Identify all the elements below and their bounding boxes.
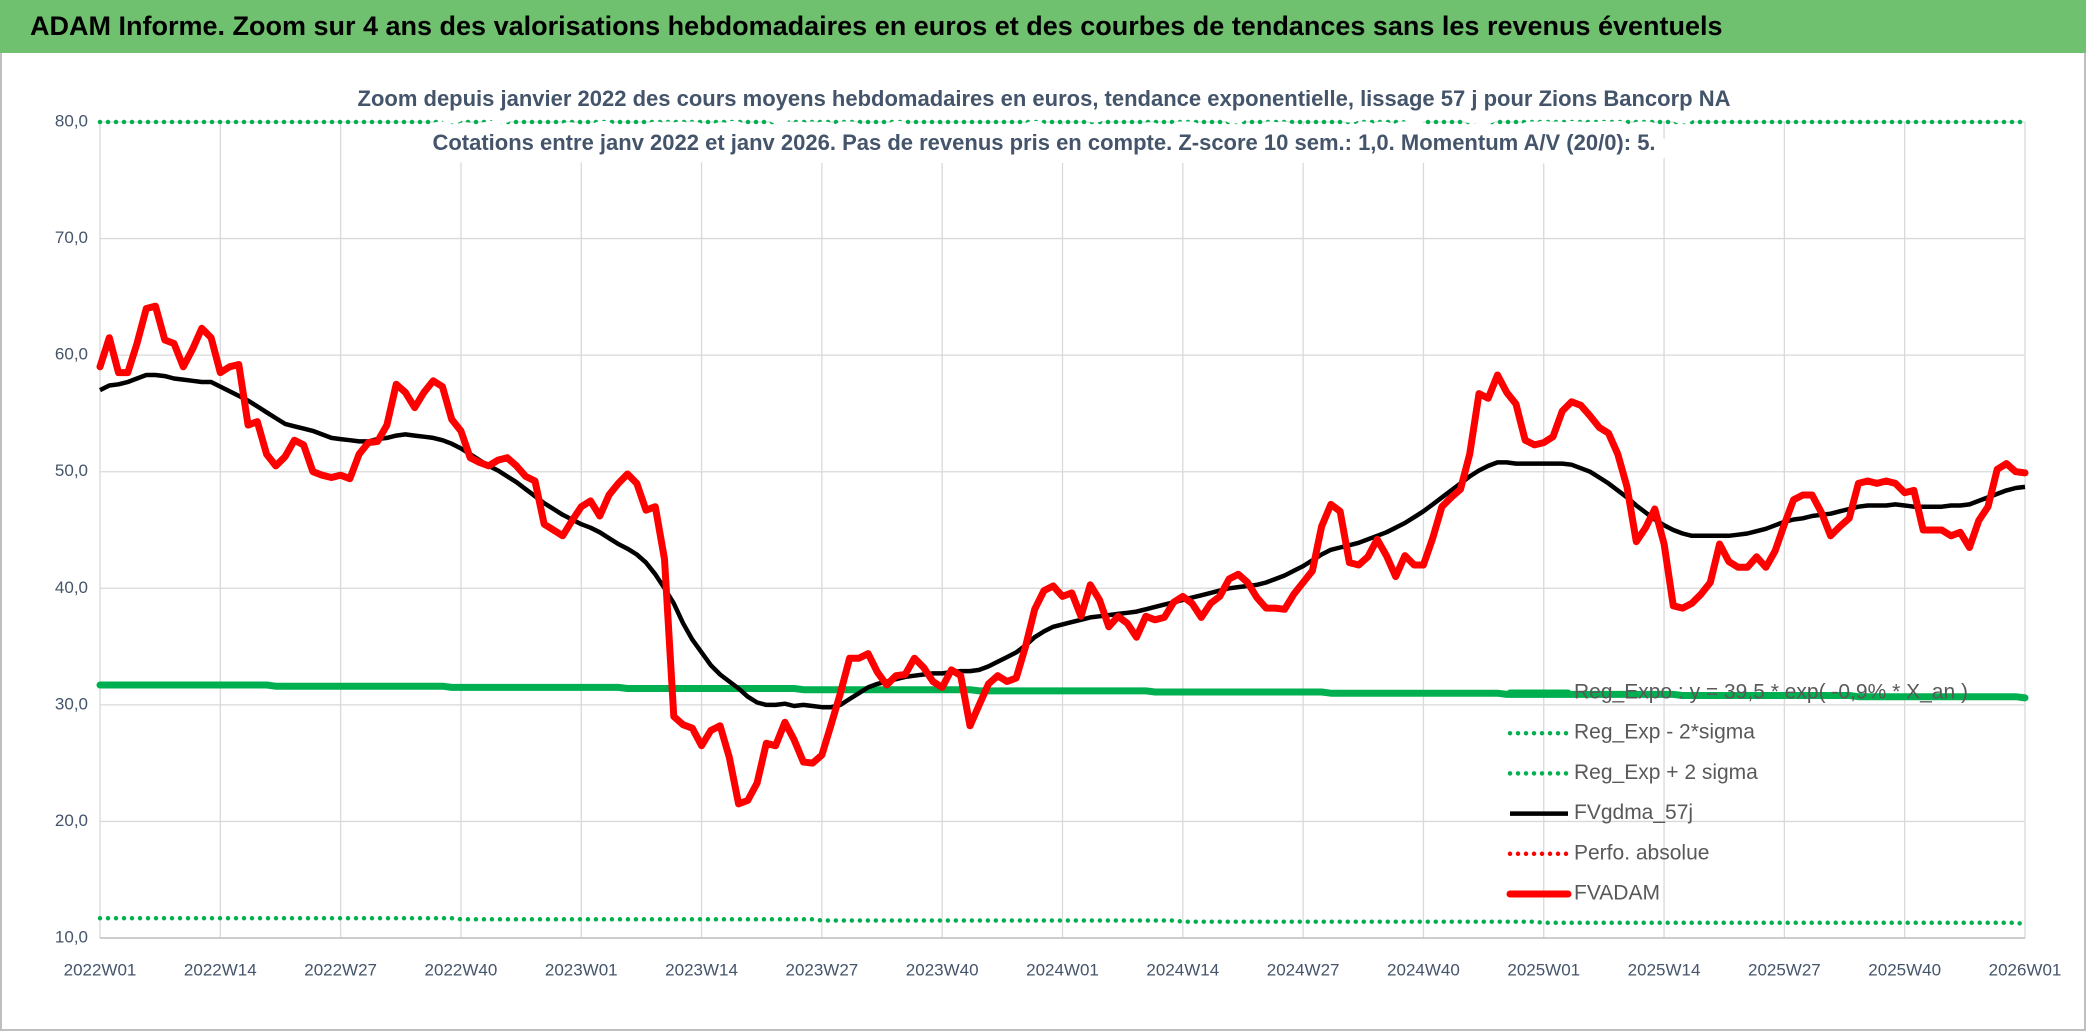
x-tick-label: 2023W14: [665, 960, 738, 979]
x-tick-label: 2025W14: [1628, 960, 1701, 979]
legend-label: Reg_Expo : y = 39,5 * exp( -0,9% * X_an …: [1574, 681, 1968, 704]
y-tick-label: 60,0: [55, 345, 88, 364]
plot-area: 10,0 20,0 30,0 40,0 50,0 60,0 70,0 80,0 2022W01 2…: [55, 111, 2061, 979]
y-tick-label: 40,0: [55, 578, 88, 597]
x-tick-label: 2024W14: [1146, 960, 1219, 979]
series-line: [97, 915, 2028, 927]
y-tick-label: 30,0: [55, 694, 88, 713]
series-line: [96, 302, 2029, 808]
chart-title: Zoom depuis janvier 2022 des cours moyen…: [358, 86, 1731, 111]
series-line: [96, 681, 2029, 702]
header-title: ADAM Informe. Zoom sur 4 ans des valoris…: [30, 11, 1723, 41]
legend-label: Perfo. absolue: [1574, 841, 1709, 864]
y-tick-label: 10,0: [55, 927, 88, 946]
x-tick-label: 2024W27: [1267, 960, 1340, 979]
x-tick-label: 2026W01: [1989, 960, 2062, 979]
legend-label: FVgdma_57j: [1574, 801, 1693, 824]
x-tick-label: 2024W01: [1026, 960, 1099, 979]
x-tick-label: 2025W01: [1507, 960, 1580, 979]
series-line: [99, 372, 2026, 710]
x-tick-label: 2022W27: [304, 960, 377, 979]
y-tick-label: 20,0: [55, 811, 88, 830]
chart-subtitle: Cotations entre janv 2022 et janv 2026. …: [432, 130, 1655, 155]
legend-label: Reg_Exp + 2 sigma: [1574, 761, 1758, 784]
x-tick-label: 2024W40: [1387, 960, 1460, 979]
y-tick-label: 80,0: [55, 111, 88, 130]
x-tick-label: 2023W27: [785, 960, 858, 979]
y-tick-label: 70,0: [55, 228, 88, 247]
legend-label: Reg_Exp - 2*sigma: [1574, 721, 1755, 744]
y-tick-label: 50,0: [55, 461, 88, 480]
legend-label: FVADAM: [1574, 882, 1660, 905]
x-tick-label: 2023W40: [906, 960, 979, 979]
x-tick-label: 2022W14: [184, 960, 257, 979]
x-tick-label: 2023W01: [545, 960, 618, 979]
legend: Reg_Expo : y = 39,5 * exp( -0,9% * X_an …: [1506, 681, 1968, 905]
header-bar: [0, 0, 2086, 53]
x-tick-label: 2022W01: [64, 960, 137, 979]
x-tick-label: 2025W40: [1868, 960, 1941, 979]
x-tick-label: 2022W40: [425, 960, 498, 979]
x-tick-label: 2025W27: [1748, 960, 1821, 979]
